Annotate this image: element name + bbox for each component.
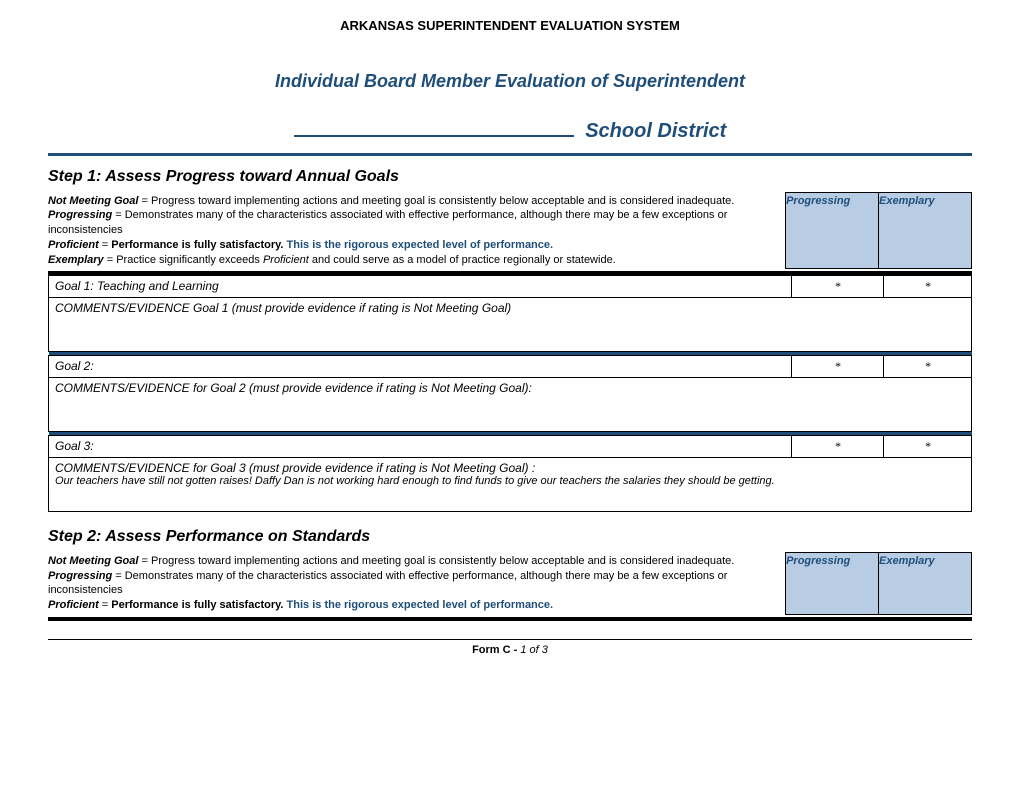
- table-row: COMMENTS/EVIDENCE for Goal 2 (must provi…: [49, 378, 972, 432]
- legend2-proficient: Proficient = Performance is fully satisf…: [48, 598, 781, 613]
- goal3-comments[interactable]: COMMENTS/EVIDENCE for Goal 3 (must provi…: [49, 458, 972, 512]
- table-row: Goal 1: Teaching and Learning * *: [49, 276, 972, 298]
- goal1-comments[interactable]: COMMENTS/EVIDENCE Goal 1 (must provide e…: [49, 298, 972, 352]
- table-row: Goal 3: * *: [49, 436, 972, 458]
- goal2-title: Goal 2:: [49, 356, 792, 378]
- legend-not-meeting: Not Meeting Goal = Progress toward imple…: [48, 194, 781, 209]
- goal1-title: Goal 1: Teaching and Learning: [49, 276, 792, 298]
- goal2-progressing-cell[interactable]: *: [792, 356, 884, 378]
- step2-heading: Step 2: Assess Performance on Standards: [48, 528, 972, 546]
- legend-proficient: Proficient = Performance is fully satisf…: [48, 238, 781, 253]
- district-blank-field[interactable]: [294, 135, 574, 137]
- divider-heavy-2: [48, 617, 972, 621]
- page-footer: Form C - 1 of 3: [48, 639, 972, 656]
- goal2-comments[interactable]: COMMENTS/EVIDENCE for Goal 2 (must provi…: [49, 378, 972, 432]
- step1-legend-table: Not Meeting Goal = Progress toward imple…: [48, 192, 972, 269]
- goal1-exemplary-cell[interactable]: *: [884, 276, 972, 298]
- table-row: COMMENTS/EVIDENCE for Goal 3 (must provi…: [49, 458, 972, 512]
- table-row: COMMENTS/EVIDENCE Goal 1 (must provide e…: [49, 298, 972, 352]
- legend2-progressing: Progressing = Demonstrates many of the c…: [48, 569, 781, 599]
- goal3-title: Goal 3:: [49, 436, 792, 458]
- divider-top: [48, 153, 972, 156]
- page-subtitle: Individual Board Member Evaluation of Su…: [48, 71, 972, 92]
- legend-progressing: Progressing = Demonstrates many of the c…: [48, 208, 781, 238]
- col-header-exemplary: Exemplary: [879, 193, 972, 269]
- step2-legend-table: Not Meeting Goal = Progress toward imple…: [48, 552, 972, 614]
- goal3-progressing-cell[interactable]: *: [792, 436, 884, 458]
- district-label: School District: [585, 120, 726, 142]
- col2-header-exemplary: Exemplary: [879, 553, 972, 614]
- step1-heading: Step 1: Assess Progress toward Annual Go…: [48, 168, 972, 186]
- goal2-exemplary-cell[interactable]: *: [884, 356, 972, 378]
- system-title: ARKANSAS SUPERINTENDENT EVALUATION SYSTE…: [48, 18, 972, 33]
- col2-header-progressing: Progressing: [786, 553, 879, 614]
- district-line: School District: [48, 120, 972, 143]
- legend-exemplary: Exemplary = Practice significantly excee…: [48, 253, 781, 268]
- goal1-progressing-cell[interactable]: *: [792, 276, 884, 298]
- goal-table: Goal 1: Teaching and Learning * * COMMEN…: [48, 275, 972, 512]
- col-header-progressing: Progressing: [786, 193, 879, 269]
- table-row: Goal 2: * *: [49, 356, 972, 378]
- legend2-not-meeting: Not Meeting Goal = Progress toward imple…: [48, 554, 781, 569]
- goal3-exemplary-cell[interactable]: *: [884, 436, 972, 458]
